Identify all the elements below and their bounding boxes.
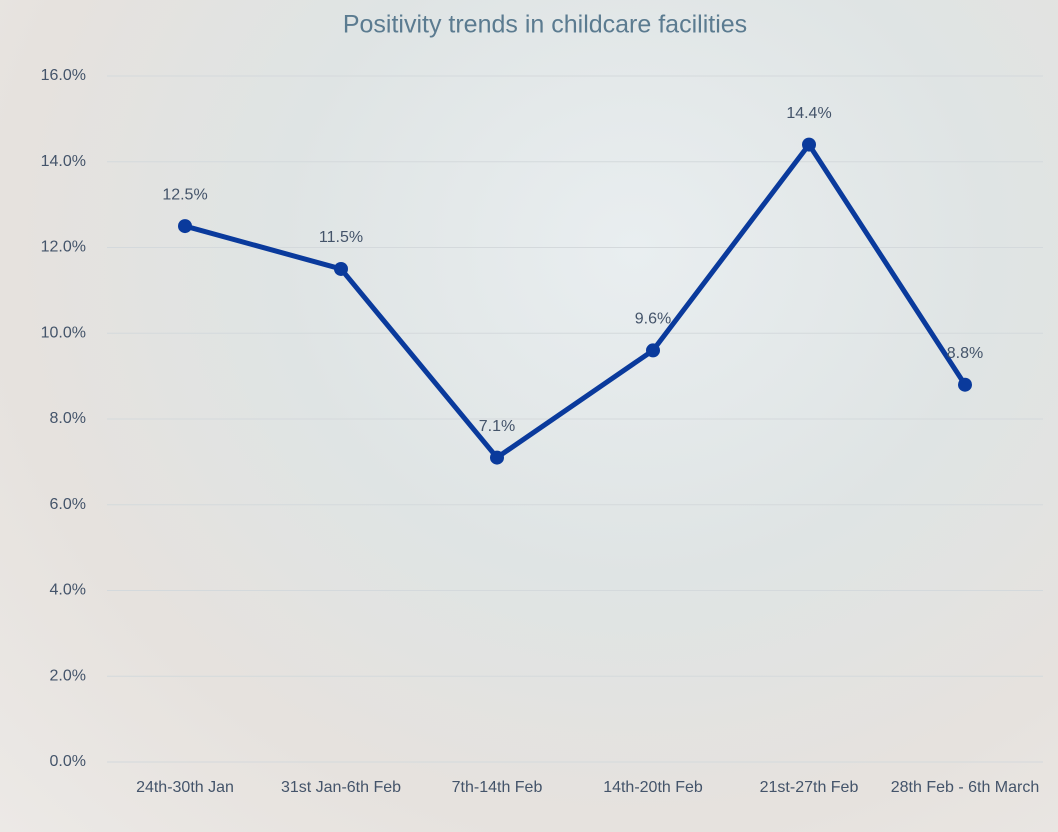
y-tick-label: 16.0% [41, 67, 86, 84]
line [184, 142, 968, 461]
y-tick-label: 8.0% [50, 410, 86, 427]
data-label: 11.5% [319, 229, 363, 246]
x-tick-label: 24th-30th Jan [136, 779, 234, 796]
y-tick-label: 12.0% [41, 239, 86, 256]
x-tick-label: 31st Jan-6th Feb [280, 779, 402, 796]
x-tick-label: 7th-14th Feb [451, 779, 543, 796]
data-label: 8.8% [947, 345, 983, 362]
data-label: 14.4% [786, 105, 831, 122]
x-tick-label: 28th Feb - 6th March [890, 779, 1040, 796]
data-point [646, 343, 660, 358]
y-tick-label: 0.0% [50, 753, 86, 770]
data-label: 9.6% [635, 311, 671, 328]
data-point [958, 377, 972, 392]
y-tick-label: 14.0% [41, 153, 86, 170]
data-label: 12.5% [162, 186, 207, 203]
y-tick-label: 2.0% [50, 667, 86, 684]
x-tick-label: 14th-20th Feb [603, 779, 703, 796]
data-point [334, 261, 348, 276]
chart-title: Positivity trends in childcare facilitie… [343, 11, 747, 39]
y-tick-label: 4.0% [50, 582, 86, 599]
y-tick-label: 6.0% [50, 496, 86, 513]
data-point [490, 450, 504, 465]
y-tick-label: 10.0% [41, 324, 86, 341]
x-tick-label: 21st-27th Feb [759, 779, 859, 796]
data-point [802, 137, 816, 152]
data-point [178, 219, 192, 234]
data-label: 7.1% [479, 418, 515, 435]
